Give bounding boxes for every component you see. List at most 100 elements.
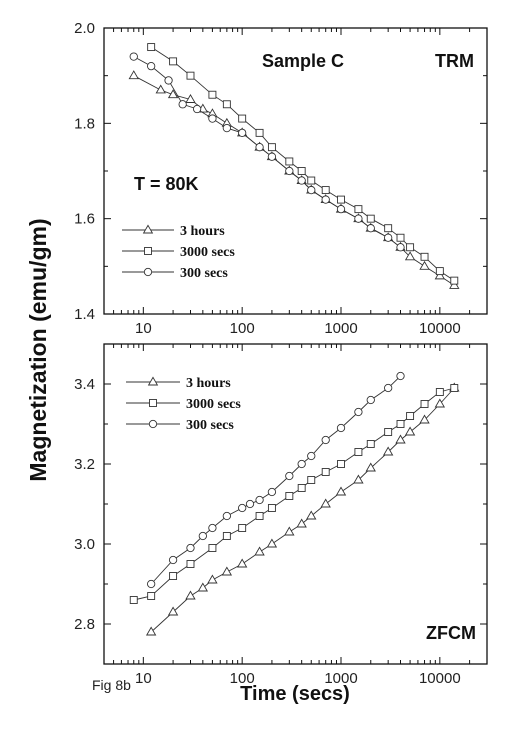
data-point-3-hours	[365, 462, 376, 472]
x-tick-label: 1000	[324, 670, 357, 687]
data-point-3000-secs	[208, 90, 217, 99]
data-marks-bottom	[129, 371, 460, 636]
data-point-3000-secs	[147, 592, 156, 600]
triangle-marker-icon	[142, 224, 154, 234]
data-point-3000-secs	[129, 596, 138, 604]
data-point-3-hours	[296, 518, 307, 528]
data-point-300-secs	[297, 176, 306, 185]
data-point-3000-secs	[238, 114, 247, 123]
series-line-3-hours	[150, 387, 455, 633]
legend-label-300-secs: 300 secs	[180, 266, 228, 281]
data-point-300-secs	[285, 166, 294, 176]
data-point-3000-secs	[307, 476, 316, 484]
sample-label: Sample C	[262, 51, 344, 71]
data-point-3-hours	[419, 260, 430, 270]
data-point-300-secs	[178, 100, 187, 109]
legend-marker	[144, 247, 152, 255]
data-point-3000-secs	[255, 128, 264, 137]
legend-entry-300-secs: 300 secs	[122, 266, 228, 281]
data-point-300-secs	[129, 52, 138, 61]
axes-ticks-bottom: 10 100 1000 10000 2.8 3.0 3.2 3.4	[74, 343, 488, 687]
legend-marker	[148, 419, 158, 429]
data-point-300-secs	[208, 114, 217, 123]
data-point-3000-secs	[267, 504, 276, 512]
trm-label: TRM	[435, 51, 474, 71]
square-marker-icon	[149, 399, 157, 407]
legend-entry-3-hours: 3 hours	[122, 224, 225, 239]
data-point-300-secs	[222, 511, 232, 521]
data-point-3000-secs	[420, 400, 429, 408]
data-point-300-secs	[366, 224, 375, 233]
data-point-3000-secs	[366, 440, 375, 448]
data-point-3000-secs	[186, 71, 195, 80]
legend-marker	[149, 399, 157, 407]
x-tick-label: 10000	[419, 670, 461, 687]
data-point-300-secs	[396, 371, 405, 381]
legend-marker	[142, 224, 154, 234]
data-point-3-hours	[434, 270, 446, 280]
data-point-3000-secs	[396, 420, 405, 428]
data-point-3-hours	[221, 566, 233, 576]
data-point-300-secs	[222, 123, 232, 133]
legend-marker	[147, 376, 159, 386]
panel-zfcm: 10 100 1000 10000 2.8 3.0 3.2 3.4 ZFCM 3 hours …	[74, 343, 488, 705]
data-point-300-secs	[147, 61, 156, 71]
data-point-3-hours	[236, 558, 248, 568]
legend-entry-3000-secs: 3000 secs	[122, 245, 235, 260]
data-point-300-secs	[307, 185, 316, 195]
data-point-3000-secs	[222, 100, 231, 109]
data-point-3-hours	[449, 279, 460, 289]
data-point-300-secs	[198, 531, 207, 541]
data-point-3000-secs	[297, 167, 306, 175]
data-point-300-secs	[238, 128, 247, 138]
y-tick-label: 1.4	[74, 306, 95, 323]
figure-caption: Fig 8b	[92, 677, 131, 693]
data-point-3000-secs	[285, 492, 294, 500]
data-point-3000-secs	[420, 252, 429, 261]
data-point-3000-secs	[169, 57, 178, 66]
data-point-300-secs	[267, 152, 277, 161]
circle-marker-icon	[148, 419, 158, 429]
data-point-3-hours	[434, 398, 446, 408]
data-point-3-hours	[254, 546, 265, 556]
data-point-3-hours	[145, 626, 157, 636]
data-point-3-hours	[167, 606, 179, 616]
y-tick-label: 1.8	[74, 115, 95, 132]
data-point-300-secs	[336, 423, 346, 433]
data-point-300-secs	[384, 233, 393, 242]
y-tick-label: 3.2	[74, 456, 95, 473]
data-point-3-hours	[404, 426, 416, 436]
legend-label-300-secs: 300 secs	[186, 418, 234, 433]
y-tick-label: 2.8	[74, 616, 95, 633]
data-point-300-secs	[186, 543, 195, 553]
data-point-300-secs	[192, 104, 202, 114]
data-point-3000-secs	[147, 43, 156, 52]
data-marks-top	[128, 43, 460, 289]
data-point-3000-secs	[354, 205, 363, 214]
x-tick-label: 1000	[324, 320, 357, 337]
zfcm-label: ZFCM	[426, 623, 476, 643]
data-point-3000-secs	[435, 388, 444, 396]
legend-label-3000-secs: 3000 secs	[186, 397, 241, 412]
y-tick-label: 1.6	[74, 211, 95, 228]
data-point-3000-secs	[366, 214, 375, 223]
data-point-3-hours	[404, 251, 416, 261]
data-point-3-hours	[185, 94, 196, 103]
x-tick-label: 10	[135, 320, 152, 337]
triangle-marker-icon	[147, 376, 159, 386]
data-point-3-hours	[167, 89, 179, 99]
plot-frame-bottom	[103, 343, 488, 665]
data-point-300-secs	[255, 143, 264, 152]
data-point-3-hours	[382, 446, 394, 456]
data-point-3-hours	[185, 590, 196, 600]
data-point-300-secs	[354, 214, 363, 223]
data-point-3-hours	[395, 434, 406, 444]
data-point-3-hours	[306, 510, 317, 520]
data-point-300-secs	[297, 459, 306, 469]
circle-marker-icon	[143, 267, 153, 277]
data-point-300-secs	[321, 195, 330, 204]
data-point-3-hours	[155, 84, 166, 94]
data-point-300-secs	[164, 76, 173, 85]
shared-y-axis-title: Magnetization (emu/gm)	[25, 218, 51, 481]
